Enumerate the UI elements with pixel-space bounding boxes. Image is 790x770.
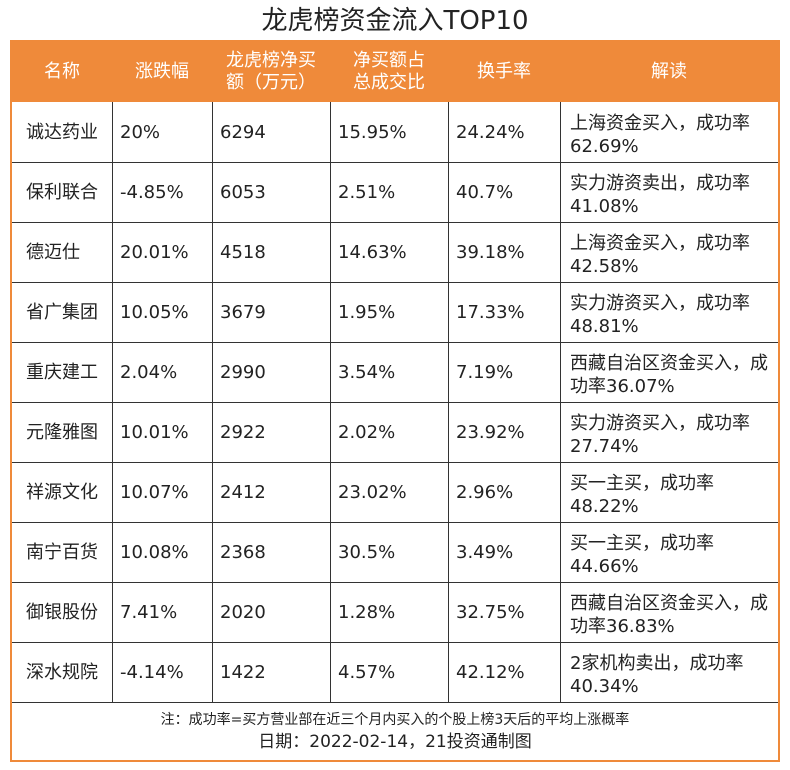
table-row: 省广集团 10.05% 3679 1.95% 17.33% 实力游资买入，成功率48.81… (12, 282, 778, 342)
change-pct-cell: 7.41% (120, 601, 178, 623)
footer: 注：成功率=买方营业部在近三个月内买入的个股上榜3天后的平均上涨概率 日期：20… (12, 704, 778, 760)
interpretation-cell: 买一主买，成功率44.66% (570, 533, 714, 577)
column-divider (212, 102, 213, 702)
row-divider (12, 642, 778, 643)
stock-name-cell: 诚达药业 (26, 121, 98, 143)
column-divider (560, 102, 561, 702)
stock-name-cell: 御银股份 (26, 601, 98, 623)
table-row: 南宁百货 10.08% 2368 30.5% 3.49% 买一主买，成功率44.66% (12, 522, 778, 582)
change-pct-cell: 10.07% (120, 481, 189, 503)
net-buy-amount-cell: 4518 (220, 241, 266, 263)
column-divider (448, 102, 449, 702)
net-buy-amount-cell: 6053 (220, 181, 266, 203)
turnover-rate-cell: 32.75% (456, 601, 525, 623)
turnover-rate-cell: 42.12% (456, 661, 525, 683)
interpretation-cell: 2家机构卖出，成功率40.34% (570, 653, 744, 697)
row-divider (12, 462, 778, 463)
table-body: 诚达药业 20% 6294 15.95% 24.24% 上海资金买入，成功率62.69% 保… (12, 102, 778, 702)
column-divider (112, 102, 113, 702)
change-pct-cell: -4.85% (120, 181, 184, 203)
date-credit: 日期：2022-02-14，21投资通制图 (258, 732, 532, 752)
turnover-rate-cell: 2.96% (456, 481, 514, 503)
turnover-rate-cell: 40.7% (456, 181, 514, 203)
change-pct-cell: 20.01% (120, 241, 189, 263)
interpretation-cell: 实力游资买入，成功率27.74% (570, 413, 750, 457)
turnover-rate-cell: 23.92% (456, 421, 525, 443)
net-buy-amount-cell: 2990 (220, 361, 266, 383)
interpretation-cell: 买一主买，成功率48.22% (570, 473, 714, 517)
interpretation-cell: 上海资金买入，成功率42.58% (570, 233, 750, 277)
stock-name-cell: 保利联合 (26, 181, 98, 203)
table-row: 重庆建工 2.04% 2990 3.54% 7.19% 西藏自治区资金买入，成功率36.0… (12, 342, 778, 402)
row-divider (12, 162, 778, 163)
header-net-buy: 龙虎榜净买额（万元） (226, 50, 316, 93)
net-buy-ratio-cell: 2.02% (338, 421, 396, 443)
header-ratio: 净买额占总成交比 (353, 50, 425, 93)
net-buy-ratio-cell: 23.02% (338, 481, 407, 503)
change-pct-cell: 2.04% (120, 361, 178, 383)
table-row: 元隆雅图 10.01% 2922 2.02% 23.92% 实力游资买入，成功率27.74… (12, 402, 778, 462)
turnover-rate-cell: 39.18% (456, 241, 525, 263)
net-buy-amount-cell: 2412 (220, 481, 266, 503)
interpretation-cell: 实力游资卖出，成功率41.08% (570, 173, 750, 217)
net-buy-ratio-cell: 1.28% (338, 601, 396, 623)
row-divider (12, 222, 778, 223)
table-row: 深水规院 -4.14% 1422 4.57% 42.12% 2家机构卖出，成功率40.34… (12, 642, 778, 702)
stock-name-cell: 南宁百货 (26, 541, 98, 563)
row-divider (12, 582, 778, 583)
row-divider (12, 342, 778, 343)
header-note: 解读 (651, 61, 687, 82)
row-divider (12, 522, 778, 523)
interpretation-cell: 西藏自治区资金买入，成功率36.07% (570, 353, 768, 397)
header-name: 名称 (44, 61, 80, 82)
table-row: 保利联合 -4.85% 6053 2.51% 40.7% 实力游资卖出，成功率41.08% (12, 162, 778, 222)
turnover-rate-cell: 7.19% (456, 361, 514, 383)
table-header: 名称 涨跌幅 龙虎榜净买额（万元） 净买额占总成交比 换手率 解读 (12, 42, 778, 102)
table-row: 诚达药业 20% 6294 15.95% 24.24% 上海资金买入，成功率62.69% (12, 102, 778, 162)
net-buy-ratio-cell: 4.57% (338, 661, 396, 683)
header-turnover: 换手率 (477, 61, 531, 82)
net-buy-ratio-cell: 14.63% (338, 241, 407, 263)
row-divider (12, 402, 778, 403)
data-table-frame: 名称 涨跌幅 龙虎榜净买额（万元） 净买额占总成交比 换手率 解读 诚达药业 20… (10, 40, 780, 762)
stock-name-cell: 重庆建工 (26, 361, 98, 383)
page-title: 龙虎榜资金流入TOP10 (261, 6, 529, 36)
footnote: 注：成功率=买方营业部在近三个月内买入的个股上榜3天后的平均上涨概率 (160, 712, 630, 728)
row-divider (12, 702, 778, 703)
change-pct-cell: 20% (120, 121, 161, 143)
net-buy-amount-cell: 6294 (220, 121, 266, 143)
net-buy-amount-cell: 2922 (220, 421, 266, 443)
stock-name-cell: 省广集团 (26, 301, 98, 323)
net-buy-amount-cell: 2368 (220, 541, 266, 563)
net-buy-amount-cell: 3679 (220, 301, 266, 323)
net-buy-ratio-cell: 1.95% (338, 301, 396, 323)
net-buy-ratio-cell: 2.51% (338, 181, 396, 203)
net-buy-ratio-cell: 30.5% (338, 541, 396, 563)
stock-name-cell: 祥源文化 (26, 481, 98, 503)
column-divider (330, 102, 331, 702)
stock-name-cell: 德迈仕 (26, 241, 80, 263)
net-buy-ratio-cell: 3.54% (338, 361, 396, 383)
row-divider (12, 282, 778, 283)
table-row: 祥源文化 10.07% 2412 23.02% 2.96% 买一主买，成功率48.22% (12, 462, 778, 522)
turnover-rate-cell: 24.24% (456, 121, 525, 143)
interpretation-cell: 实力游资买入，成功率48.81% (570, 293, 750, 337)
table-row: 御银股份 7.41% 2020 1.28% 32.75% 西藏自治区资金买入，成功率36.… (12, 582, 778, 642)
net-buy-amount-cell: 1422 (220, 661, 266, 683)
change-pct-cell: 10.05% (120, 301, 189, 323)
change-pct-cell: 10.01% (120, 421, 189, 443)
stock-name-cell: 元隆雅图 (26, 421, 98, 443)
turnover-rate-cell: 17.33% (456, 301, 525, 323)
stock-name-cell: 深水规院 (26, 661, 98, 683)
change-pct-cell: 10.08% (120, 541, 189, 563)
interpretation-cell: 西藏自治区资金买入，成功率36.83% (570, 593, 768, 637)
change-pct-cell: -4.14% (120, 661, 184, 683)
net-buy-amount-cell: 2020 (220, 601, 266, 623)
table-row: 德迈仕 20.01% 4518 14.63% 39.18% 上海资金买入，成功率42.58… (12, 222, 778, 282)
net-buy-ratio-cell: 15.95% (338, 121, 407, 143)
interpretation-cell: 上海资金买入，成功率62.69% (570, 113, 750, 157)
header-change: 涨跌幅 (135, 61, 189, 82)
turnover-rate-cell: 3.49% (456, 541, 514, 563)
